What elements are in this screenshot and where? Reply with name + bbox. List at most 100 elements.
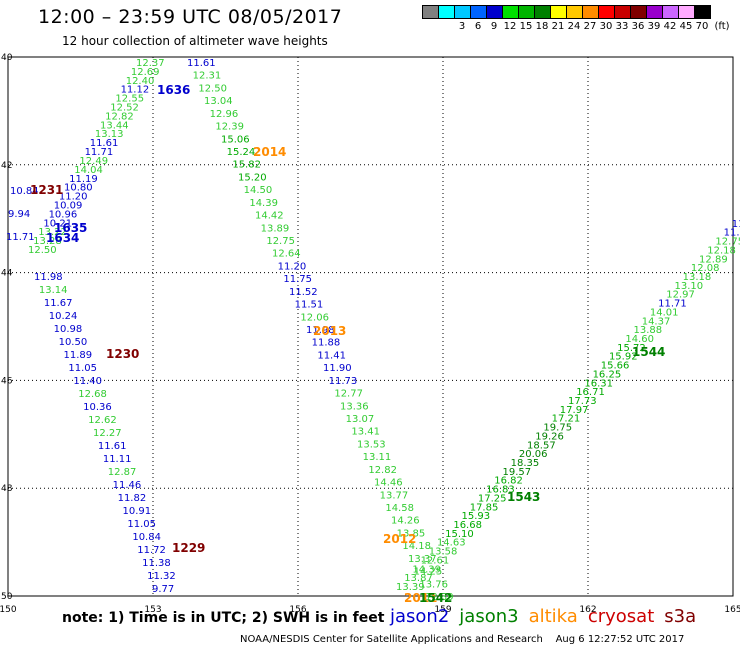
swh-value: 11.61 [187, 58, 216, 69]
scale-label: 9 [490, 21, 498, 32]
swh-value: 11.11 [103, 454, 132, 465]
swh-value: 12.55 [115, 94, 144, 105]
color-scale [422, 5, 711, 19]
swh-value: 10.09 [54, 200, 83, 211]
swh-value: 11.82 [118, 493, 147, 504]
pass-id-label: 1230 [106, 347, 139, 361]
legend-jason3: jason3 [459, 606, 519, 627]
lat-label: 44 [1, 269, 13, 279]
swh-value: 17.21 [552, 414, 581, 425]
swh-value: 17.73 [568, 396, 597, 407]
swh-value: 12.82 [105, 111, 134, 122]
swh-value: 11.88 [312, 338, 341, 349]
scale-label: 45 [679, 21, 693, 32]
swh-value: 11.72 [137, 545, 166, 556]
swh-value: 13.53 [357, 439, 386, 450]
swh-value: 12.08 [691, 263, 720, 274]
swh-value: 14.26 [391, 516, 420, 527]
swh-value: 13.07 [346, 414, 375, 425]
swh-value: 15.72 [617, 343, 646, 354]
color-swatch [646, 5, 663, 19]
color-swatch [598, 5, 615, 19]
scale-label: 12 [503, 21, 517, 32]
swh-value: 11.05 [68, 363, 97, 374]
swh-value: 12.52 [110, 103, 139, 114]
color-swatch [662, 5, 679, 19]
pass-id-label: 1636 [157, 83, 190, 97]
swh-value: 12.18 [707, 245, 736, 256]
legend-cryosat: cryosat [587, 606, 655, 627]
swh-value: 12.40 [126, 76, 155, 87]
swh-value: 13.28 [33, 236, 62, 247]
swh-value: 13.18 [683, 272, 712, 283]
pass-id-label: 2013 [313, 324, 346, 338]
footer-timestamp: Aug 6 12:27:52 UTC 2017 [555, 634, 685, 645]
swh-value: 19.26 [535, 431, 564, 442]
swh-value: 12.06 [300, 312, 329, 323]
page-title: 12:00 – 23:59 UTC 08/05/2017 [38, 6, 343, 28]
swh-value: 11.19 [69, 174, 98, 185]
swh-value: 16.82 [494, 476, 523, 487]
swh-value: 14.25 [414, 567, 443, 578]
swh-value: 16.31 [584, 378, 613, 389]
swh-value: 12.27 [93, 428, 122, 439]
swh-value: 13.39 [396, 582, 425, 593]
swh-value: 14.39 [412, 564, 441, 575]
swh-value: 13.76 [419, 579, 448, 590]
swh-value: 11.98 [34, 272, 63, 283]
swh-value: 11.40 [73, 376, 102, 387]
swh-value: 20.06 [519, 449, 548, 460]
swh-value: 12.39 [425, 592, 454, 603]
lat-label: 40 [1, 53, 13, 63]
swh-value: 13.13 [95, 129, 124, 140]
lon-label: 162 [579, 605, 596, 615]
swh-value: 15.10 [445, 529, 474, 540]
swh-value: 13.41 [351, 427, 380, 438]
swh-value: 11.71 [6, 232, 35, 243]
pass-id-label: 2011 [404, 591, 437, 605]
swh-value: 14.04 [74, 165, 103, 176]
swh-value: 9.94 [8, 209, 30, 220]
color-swatch [422, 5, 439, 19]
scale-label: 3 [458, 21, 466, 32]
swh-value: 18.57 [527, 440, 556, 451]
swh-value: 16.68 [453, 520, 482, 531]
scale-unit: (ft) [714, 21, 730, 32]
swh-value: 12.31 [193, 71, 222, 82]
lat-label: 48 [1, 484, 13, 494]
swh-value: 19.57 [502, 467, 531, 478]
scale-label: 33 [615, 21, 629, 32]
swh-value: 10.24 [49, 311, 78, 322]
swh-value: 10.98 [54, 324, 83, 335]
scale-label: 15 [519, 21, 533, 32]
color-swatch [470, 5, 487, 19]
swh-value: 15.92 [609, 352, 638, 363]
lon-label: 150 [0, 605, 17, 615]
lat-label: 46 [1, 376, 13, 386]
swh-value: 13.11 [363, 452, 392, 463]
swh-value: 11.70 [724, 228, 740, 239]
swh-value: 18.35 [511, 458, 540, 469]
swh-value: 11.38 [142, 558, 171, 569]
swh-value: 12.75 [266, 236, 295, 247]
swh-value: 11.46 [113, 480, 142, 491]
swh-value: 14.46 [374, 478, 403, 489]
swh-value: 10.50 [59, 337, 88, 348]
swh-value: 14.39 [249, 198, 278, 209]
swh-value: 10.21 [43, 218, 72, 229]
color-swatch [630, 5, 647, 19]
swh-value: 16.25 [593, 369, 622, 380]
swh-value: 13.14 [39, 285, 68, 296]
color-swatch [518, 5, 535, 19]
lon-label: 156 [289, 605, 306, 615]
swh-value: 14.18 [402, 541, 431, 552]
pass-id-label: 2012 [383, 532, 416, 546]
color-swatch [454, 5, 471, 19]
lat-label: 42 [1, 161, 12, 171]
color-swatch [502, 5, 519, 19]
color-swatch [694, 5, 711, 19]
scale-label: 39 [647, 21, 661, 32]
scale-label: 21 [551, 21, 565, 32]
pass-id-label: 1544 [632, 345, 665, 359]
